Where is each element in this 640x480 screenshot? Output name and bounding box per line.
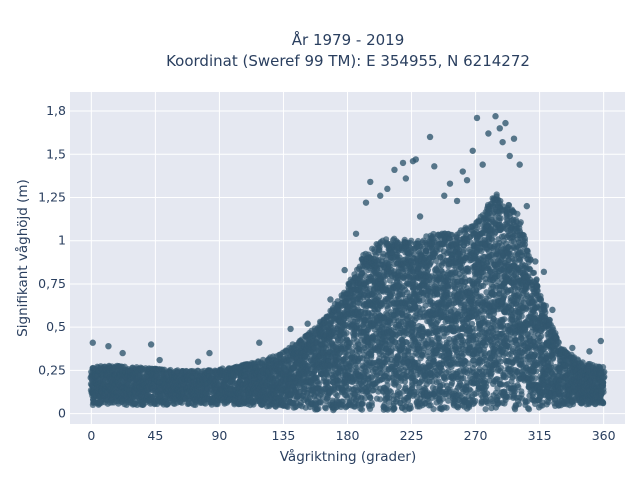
data-point [359, 400, 366, 407]
data-point [301, 383, 308, 391]
data-point [395, 383, 402, 390]
data-points [87, 113, 608, 414]
data-point [430, 406, 437, 413]
data-point [428, 336, 435, 343]
data-point [317, 399, 324, 406]
data-point [343, 329, 350, 337]
data-point [202, 400, 209, 407]
data-point [358, 406, 366, 413]
data-point [315, 405, 322, 412]
data-point [407, 404, 414, 412]
data-point [376, 293, 383, 300]
chart-title-line-2: Koordinat (Sweref 99 TM): E 354955, N 62… [166, 52, 530, 70]
data-point [405, 397, 412, 404]
data-point [367, 394, 374, 401]
data-point [380, 279, 387, 286]
data-point [443, 404, 450, 411]
data-point [368, 399, 375, 407]
chart-title-line-1: År 1979 - 2019 [292, 30, 405, 49]
